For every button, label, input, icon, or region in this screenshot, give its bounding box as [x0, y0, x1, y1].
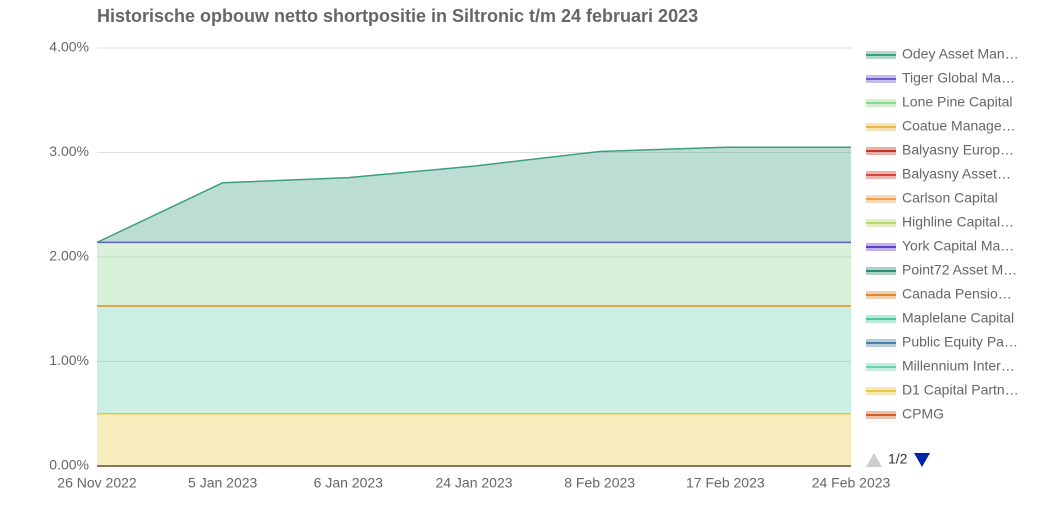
y-tick-label: 1.00%	[49, 352, 89, 368]
x-tick-label: 6 Jan 2023	[314, 475, 383, 491]
x-tick-label: 24 Feb 2023	[812, 475, 891, 491]
legend-label[interactable]: Point72 Asset M…	[902, 262, 1017, 278]
legend-label[interactable]: Carlson Capital	[902, 190, 998, 206]
x-tick-label: 26 Nov 2022	[57, 475, 137, 491]
area	[97, 413, 851, 466]
legend-label[interactable]: CPMG	[902, 406, 944, 422]
pagination: 1/2	[888, 451, 908, 467]
legend-label[interactable]: Odey Asset Man…	[902, 46, 1019, 62]
legend-label[interactable]: Millennium Inter…	[902, 358, 1015, 374]
legend-label[interactable]: Public Equity Pa…	[902, 334, 1018, 350]
y-tick-label: 4.00%	[49, 39, 89, 55]
page-up[interactable]	[866, 453, 882, 467]
legend-label[interactable]: Lone Pine Capital	[902, 94, 1013, 110]
legend-label[interactable]: Balyasny Europ…	[902, 142, 1014, 158]
legend-label[interactable]: Highline Capital…	[902, 214, 1014, 230]
legend-label[interactable]: Coatue Manage…	[902, 118, 1016, 134]
page-down[interactable]	[914, 453, 930, 467]
x-tick-label: 24 Jan 2023	[435, 475, 512, 491]
x-tick-label: 5 Jan 2023	[188, 475, 257, 491]
chart-title: Historische opbouw netto shortpositie in…	[97, 6, 698, 26]
area-line	[96, 146, 851, 244]
legend-label[interactable]: Tiger Global Ma…	[902, 70, 1015, 86]
area	[97, 242, 851, 307]
legend-label[interactable]: D1 Capital Partn…	[902, 382, 1019, 398]
y-tick-label: 0.00%	[49, 457, 89, 473]
legend-label[interactable]: Maplelane Capital	[902, 310, 1014, 326]
x-tick-label: 8 Feb 2023	[564, 475, 635, 491]
legend-label[interactable]: York Capital Ma…	[902, 238, 1014, 254]
x-tick-label: 17 Feb 2023	[686, 475, 765, 491]
y-tick-label: 2.00%	[49, 248, 89, 264]
area	[97, 306, 851, 414]
legend-label[interactable]: Balyasny Asset…	[902, 166, 1011, 182]
y-tick-label: 3.00%	[49, 143, 89, 159]
legend-label[interactable]: Canada Pensio…	[902, 286, 1012, 302]
area	[97, 147, 851, 243]
